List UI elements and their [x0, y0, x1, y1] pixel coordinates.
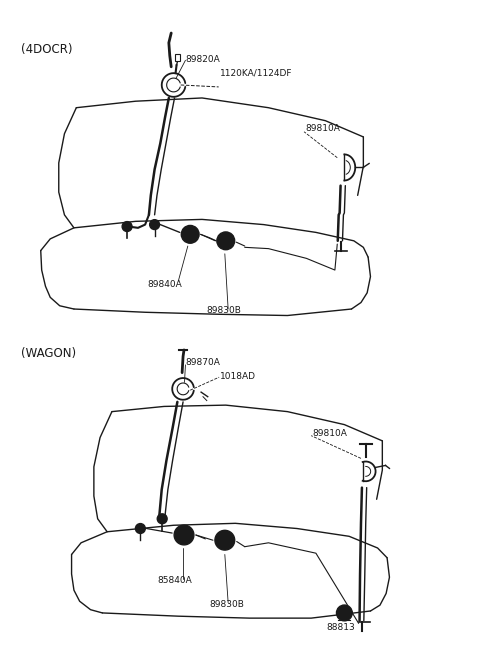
Text: (WAGON): (WAGON) — [21, 347, 76, 359]
Circle shape — [157, 514, 167, 524]
Text: 88813: 88813 — [326, 623, 355, 633]
Text: 89840A: 89840A — [147, 280, 182, 289]
Circle shape — [181, 225, 199, 243]
Text: 1120KA/1124DF: 1120KA/1124DF — [220, 69, 293, 78]
Circle shape — [215, 530, 235, 550]
Circle shape — [217, 232, 235, 250]
Text: 89830B: 89830B — [207, 306, 241, 315]
Circle shape — [150, 219, 159, 229]
Text: 1018AD: 1018AD — [220, 372, 256, 381]
Text: 89810A: 89810A — [312, 429, 348, 438]
Bar — [175, 55, 180, 61]
Text: (4DOCR): (4DOCR) — [21, 43, 72, 56]
Circle shape — [174, 525, 194, 545]
Circle shape — [122, 221, 132, 231]
Circle shape — [135, 524, 145, 533]
Circle shape — [336, 605, 352, 621]
Text: 85840A: 85840A — [157, 576, 192, 585]
Text: 89810A: 89810A — [305, 124, 340, 133]
Text: 89870A: 89870A — [185, 359, 220, 367]
Text: 89820A: 89820A — [185, 55, 220, 64]
Text: 89830B: 89830B — [209, 600, 244, 609]
